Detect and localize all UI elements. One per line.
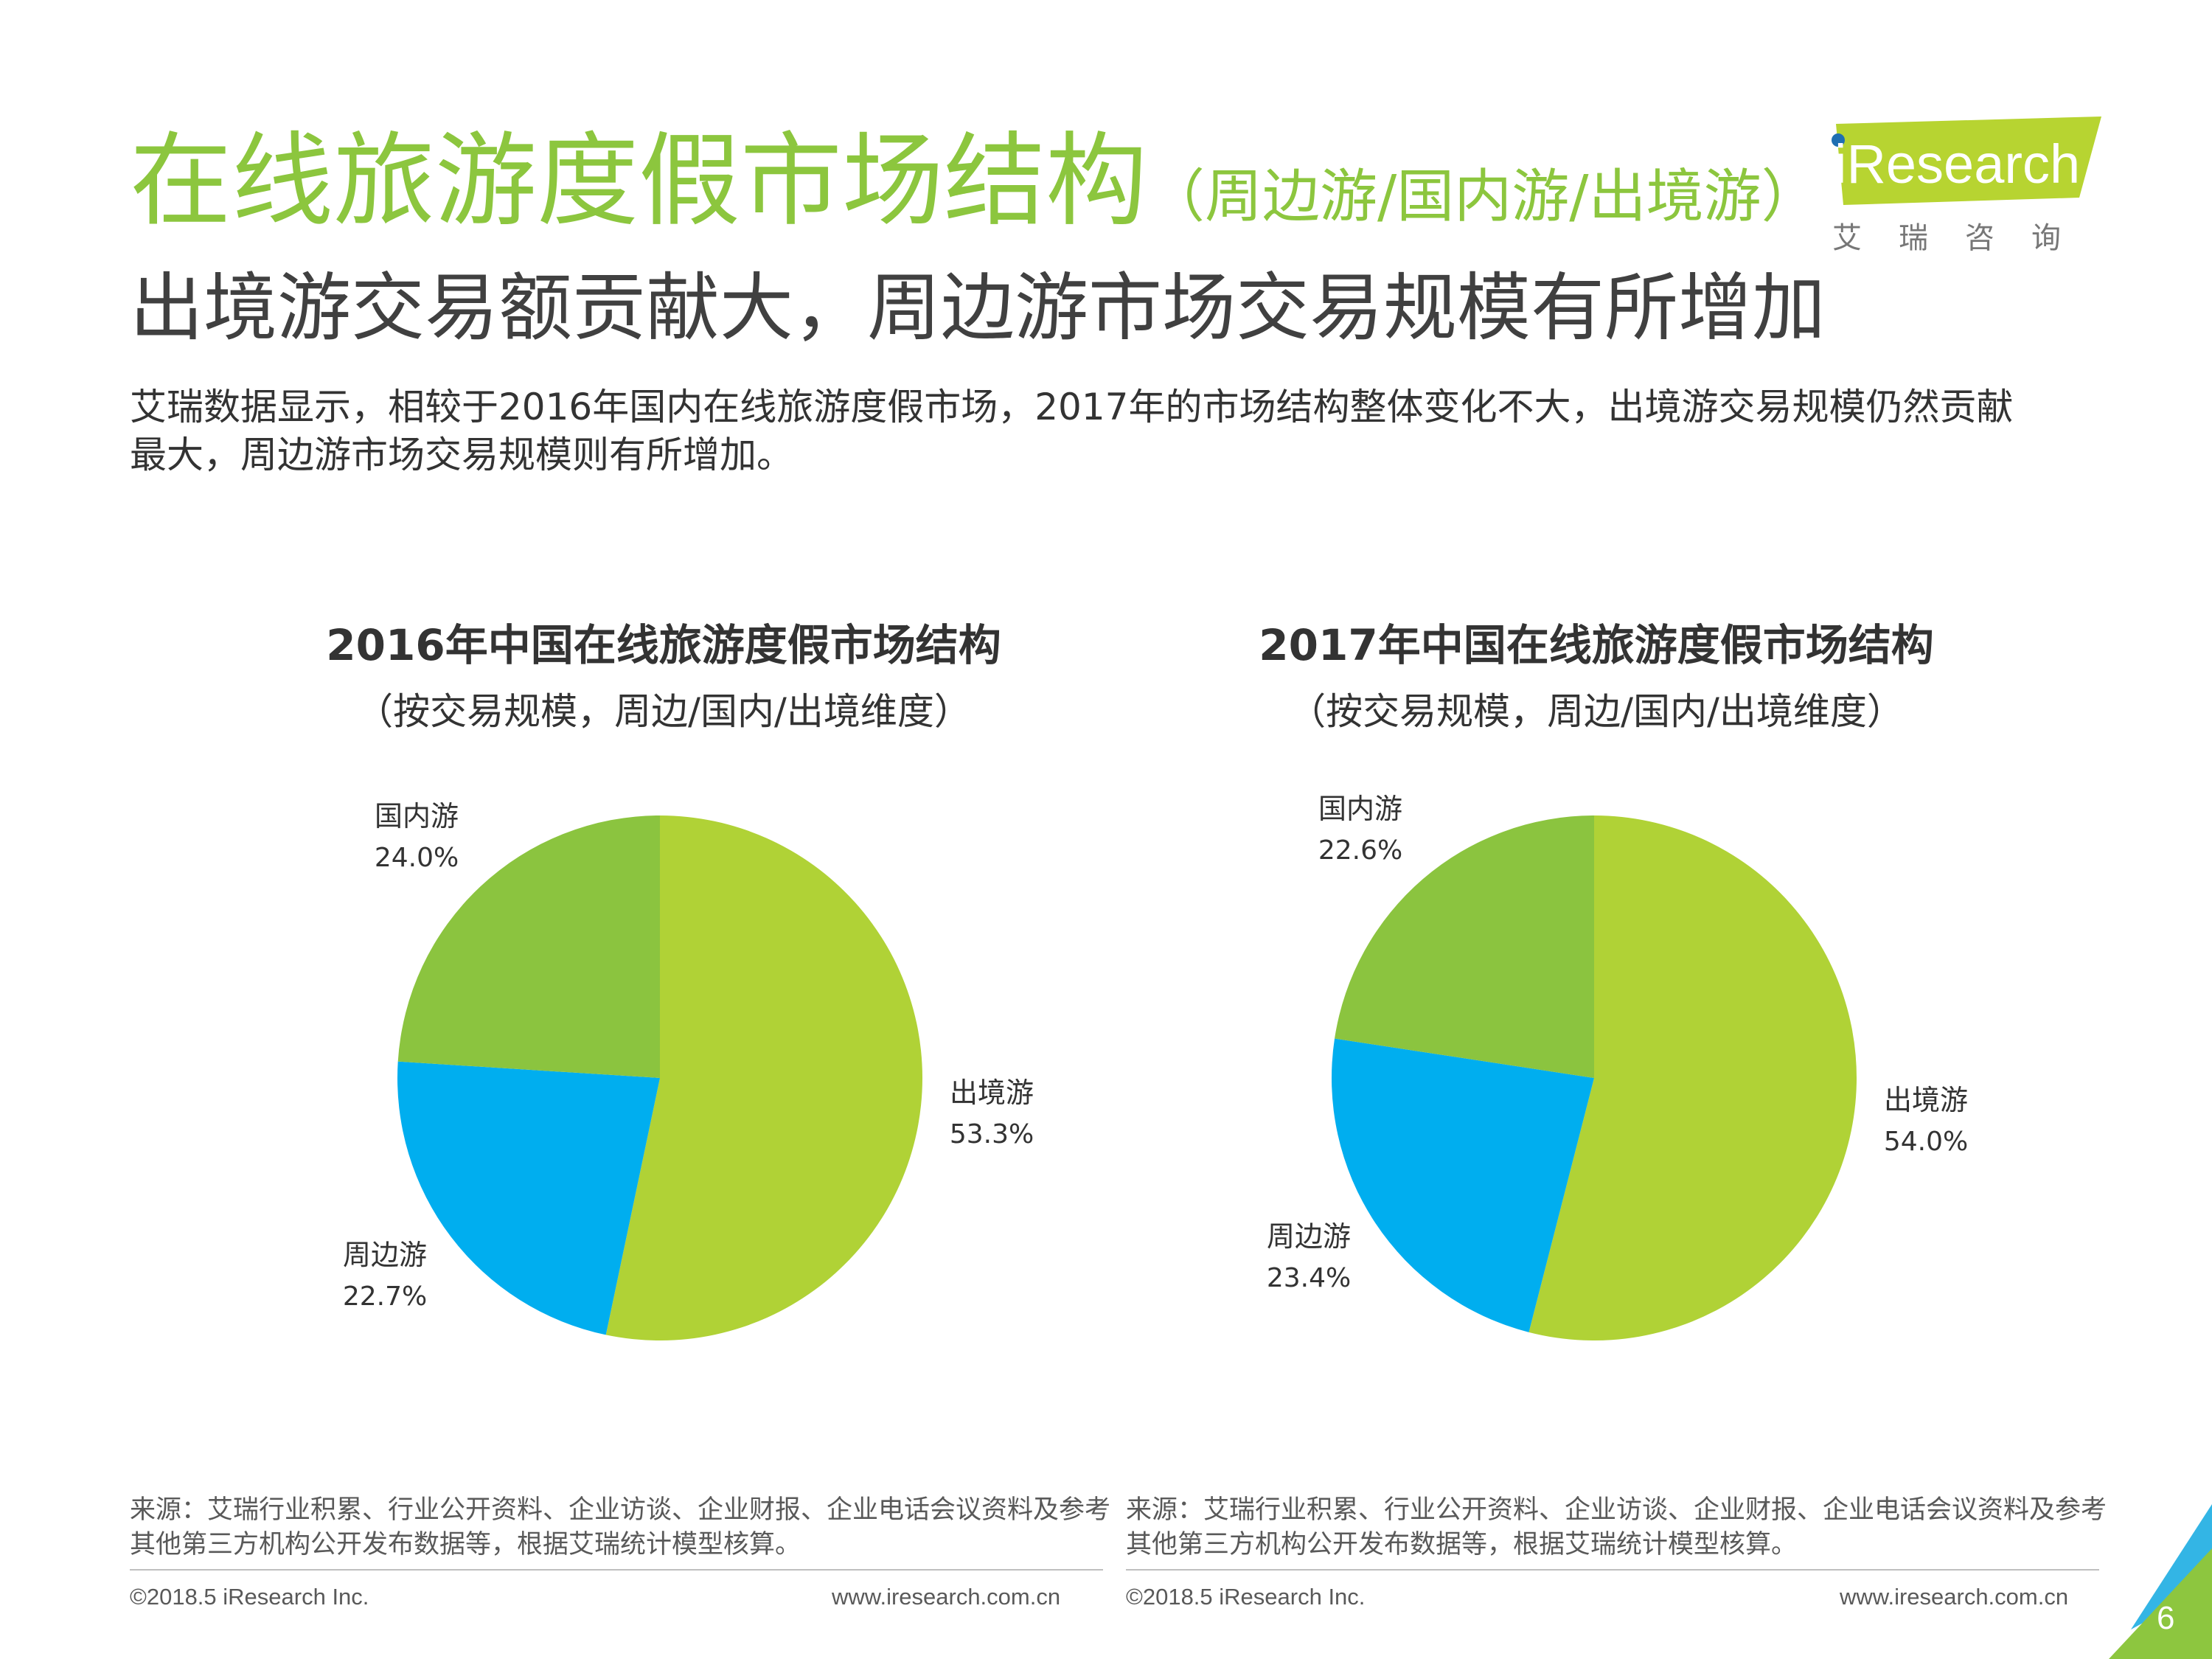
logo-banner-shape — [1836, 116, 2101, 205]
website-right: www.iresearch.com.cn — [1840, 1584, 2069, 1610]
corner-green-shape — [2109, 1548, 2212, 1659]
copyright-left: ©2018.5 iResearch Inc. — [130, 1584, 369, 1610]
pie-value-label: 22.6% — [1318, 835, 1402, 866]
source-note-left: 来源：艾瑞行业积累、行业公开资料、企业访谈、企业财报、企业电话会议资料及参考其他… — [130, 1495, 1111, 1560]
pie-category-label: 周边游 — [343, 1239, 427, 1271]
logo-text: iResearch — [1834, 133, 2081, 195]
page-title-main: 在线旅游度假市场结构 — [130, 122, 1148, 240]
pie-chart-2017: 出境游 54.0% 周边游 23.4% 国内游 22.6% — [1267, 793, 1968, 1340]
pie-slice-2 — [1332, 1038, 1594, 1332]
pie-value-label: 22.7% — [343, 1281, 427, 1312]
iresearch-logo — [1832, 116, 2101, 205]
footer-divider-right — [1126, 1569, 2099, 1571]
logo-dot-icon — [1832, 133, 1845, 147]
pie-category-label: 出境游 — [950, 1077, 1034, 1109]
source-note-right: 来源：艾瑞行业积累、行业公开资料、企业访谈、企业财报、企业电话会议资料及参考其他… — [1126, 1495, 2107, 1560]
chart-2017-title: 2017年中国在线旅游度假市场结构 — [1259, 620, 1934, 670]
footer-divider-left — [130, 1569, 1103, 1571]
logo-cn-text: 艾瑞咨询 — [1832, 221, 2098, 255]
headline: 出境游交易额贡献大，周边游市场交易规模有所增加 — [130, 265, 1826, 351]
copyright-right: ©2018.5 iResearch Inc. — [1126, 1584, 1366, 1610]
pie-category-label: 周边游 — [1267, 1220, 1351, 1253]
pie-slice-1 — [1528, 815, 1857, 1340]
corner-decoration — [2109, 1504, 2212, 1659]
chart-2016-subtitle: （按交易规模，周边/国内/出境维度） — [356, 690, 971, 733]
pie-value-label: 53.3% — [950, 1119, 1034, 1150]
pie-slice-3 — [397, 815, 660, 1078]
website-left: www.iresearch.com.cn — [832, 1584, 1061, 1610]
description: 艾瑞数据显示，相较于2016年国内在线旅游度假市场，2017年的市场结构整体变化… — [130, 386, 2014, 476]
corner-blue-shape — [2131, 1504, 2212, 1630]
pie-slice-3 — [1335, 815, 1594, 1078]
page-title: 在线旅游度假市场结构（周边游/国内游/出境游） — [130, 125, 1819, 237]
pie-category-label: 出境游 — [1884, 1084, 1968, 1116]
chart-2016-title: 2016年中国在线旅游度假市场结构 — [326, 620, 1001, 670]
pie-value-label: 54.0% — [1884, 1127, 1968, 1157]
page-title-suffix: （周边游/国内游/出境游） — [1147, 164, 1819, 230]
pie-value-label: 23.4% — [1267, 1263, 1351, 1293]
pie-category-label: 国内游 — [375, 800, 459, 832]
pie-slice-1 — [605, 815, 923, 1341]
pie-value-label: 24.0% — [375, 843, 459, 873]
pie-category-label: 国内游 — [1318, 793, 1402, 825]
pie-chart-2016: 出境游 53.3% 周边游 22.7% 国内游 24.0% — [343, 800, 1034, 1341]
pie-slice-2 — [397, 1061, 660, 1335]
page-number: 6 — [2157, 1600, 2175, 1636]
chart-2017-subtitle: （按交易规模，周边/国内/出境维度） — [1289, 690, 1904, 733]
